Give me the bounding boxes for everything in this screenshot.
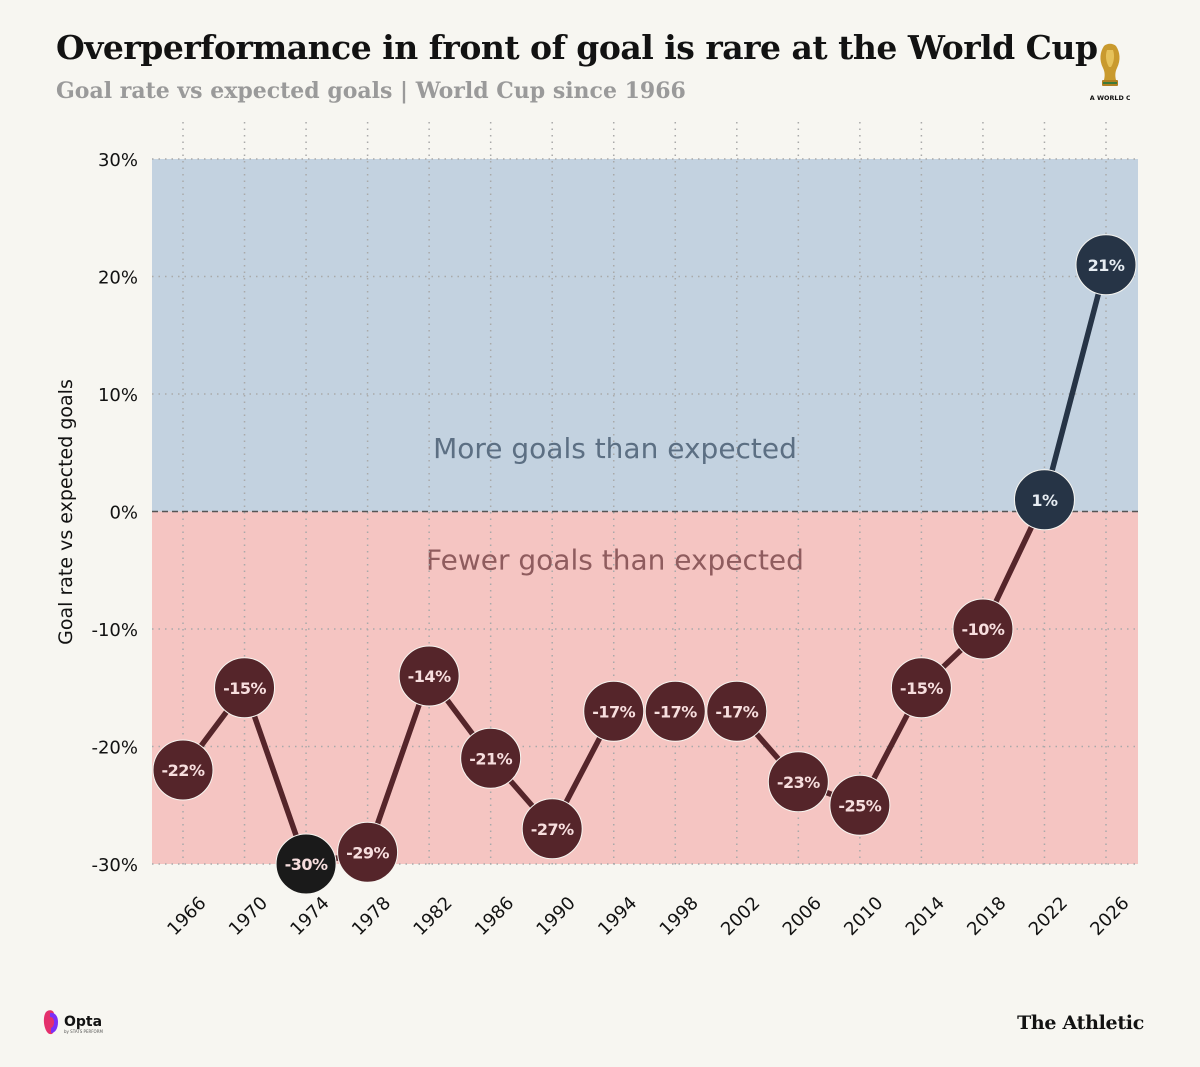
data-point	[337, 821, 399, 883]
x-tick-label: 1986	[471, 893, 518, 940]
data-label: -15%	[900, 679, 943, 698]
x-tick-label: 1966	[163, 893, 210, 940]
x-tick-label: 2006	[779, 893, 826, 940]
data-point	[1075, 234, 1137, 296]
world-cup-trophy-icon: FIFA WORLD CUP	[1090, 43, 1130, 102]
data-point	[275, 833, 337, 895]
x-tick-label: 2022	[1025, 893, 1072, 940]
x-tick-label: 1990	[532, 893, 579, 940]
data-point	[890, 657, 952, 719]
data-point	[460, 727, 522, 789]
x-tick-label: 1994	[594, 893, 641, 940]
series-line-segment	[241, 685, 309, 867]
data-point	[829, 774, 891, 836]
data-point	[398, 645, 460, 707]
data-point	[521, 798, 583, 860]
opta-logo: Opta by STATS PERFORM	[43, 1010, 103, 1035]
x-tick-label: 2010	[840, 893, 887, 940]
data-point	[152, 739, 214, 801]
data-point	[214, 657, 276, 719]
y-axis-label: Goal rate vs expected goals	[55, 379, 77, 645]
data-point	[644, 680, 706, 742]
data-label: -14%	[408, 667, 451, 686]
y-tick-label: 30%	[98, 150, 138, 171]
the-athletic-logo: The Athletic	[1017, 1012, 1144, 1034]
x-tick-label: 2026	[1086, 893, 1133, 940]
x-tick-label: 2002	[717, 893, 764, 940]
series-line-segment	[1041, 262, 1109, 503]
data-point	[583, 680, 645, 742]
x-tick-label: 1982	[409, 893, 456, 940]
data-label: -15%	[223, 679, 266, 698]
data-point	[767, 751, 829, 813]
data-label: -17%	[715, 702, 758, 721]
opta-logo-subtext: by STATS PERFORM	[64, 1029, 103, 1034]
y-tick-label: 0%	[109, 503, 138, 524]
world-cup-logo-text: FIFA WORLD CUP	[1090, 94, 1130, 102]
band-label-above: More goals than expected	[433, 432, 797, 465]
chart: More goals than expected Fewer goals than…	[55, 122, 1138, 940]
data-label: -23%	[777, 773, 820, 792]
data-label: -17%	[592, 702, 635, 721]
data-label: -21%	[469, 749, 512, 768]
x-tick-label: 1974	[286, 893, 333, 940]
x-tick-label: 1970	[225, 893, 272, 940]
x-tick-label: 2014	[902, 893, 949, 940]
chart-subtitle: Goal rate vs expected goals | World Cup …	[56, 78, 686, 104]
data-label: -27%	[531, 820, 574, 839]
y-tick-label: -20%	[91, 738, 138, 759]
opta-logo-text: Opta	[64, 1014, 102, 1030]
band-above	[152, 159, 1138, 512]
data-label: -25%	[838, 796, 881, 815]
data-point	[1013, 469, 1075, 531]
data-label: -17%	[654, 702, 697, 721]
y-tick-label: 10%	[98, 385, 138, 406]
y-tick-label: -30%	[91, 855, 138, 876]
data-label: -29%	[346, 843, 389, 862]
band-below	[152, 511, 1138, 864]
data-label: 1%	[1031, 491, 1058, 510]
data-label: 21%	[1088, 256, 1125, 275]
x-tick-label: 1978	[348, 893, 395, 940]
x-tick-label: 2018	[963, 893, 1010, 940]
data-point	[952, 598, 1014, 660]
x-tick-label: 1998	[656, 893, 703, 940]
data-point	[706, 680, 768, 742]
data-label: -30%	[285, 855, 328, 874]
chart-title: Overperformance in front of goal is rare…	[56, 28, 1098, 67]
y-tick-label: 20%	[98, 268, 138, 289]
band-label-below: Fewer goals than expected	[426, 544, 804, 577]
y-tick-label: -10%	[91, 620, 138, 641]
data-label: -10%	[961, 620, 1004, 639]
series-line-segment	[364, 673, 432, 855]
data-label: -22%	[162, 761, 205, 780]
